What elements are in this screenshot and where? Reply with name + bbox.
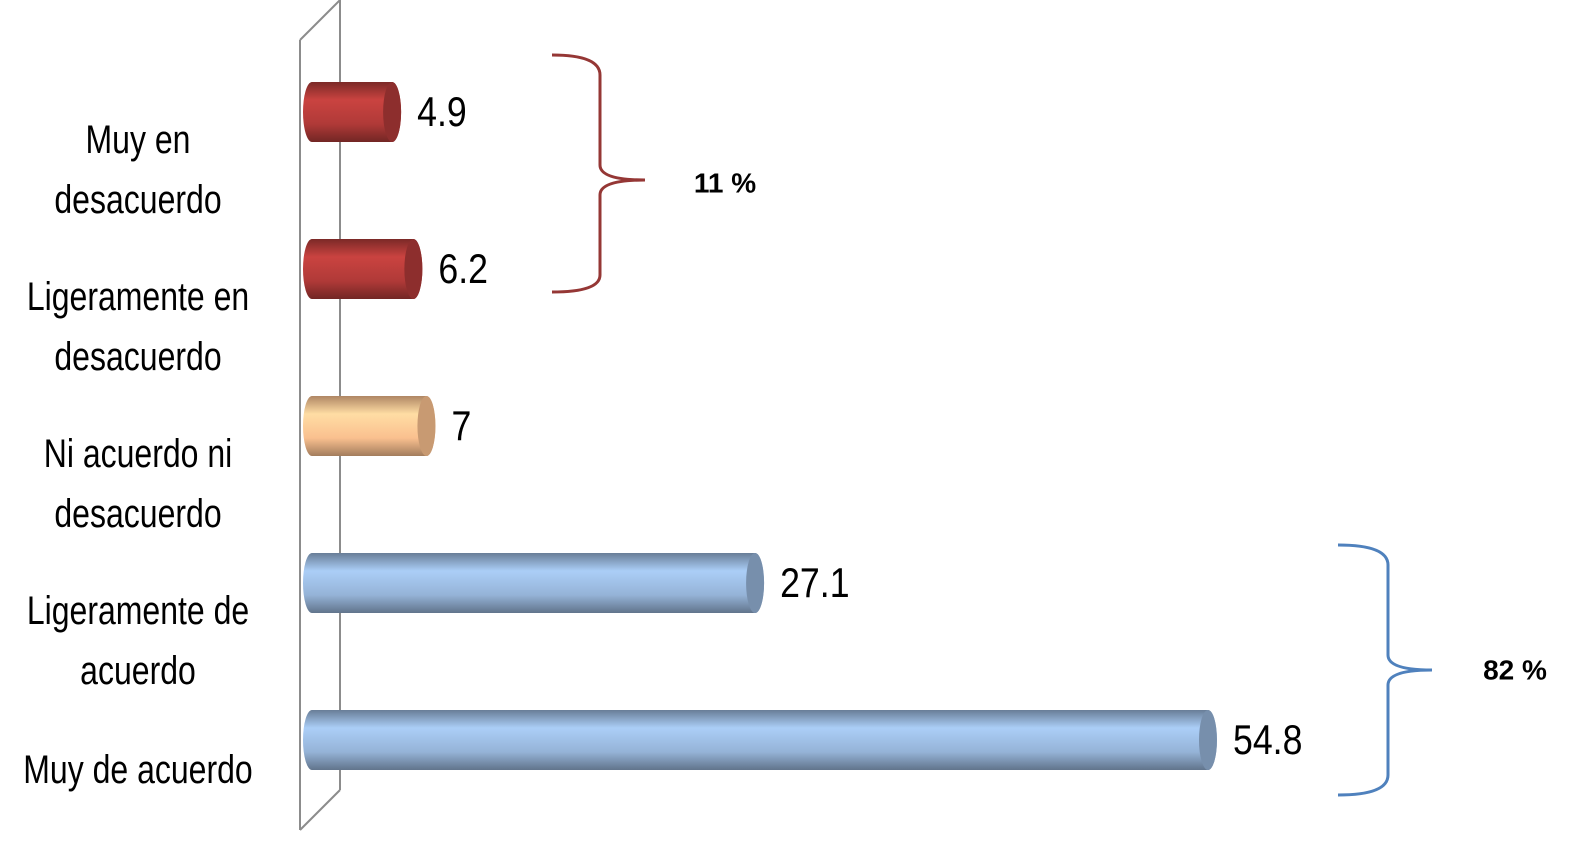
- bar-cap: [746, 553, 765, 613]
- bar-body: [303, 82, 402, 142]
- category-label: Muy de acuerdo: [23, 748, 253, 792]
- bar-cap: [417, 396, 436, 456]
- bar-cap: [383, 82, 402, 142]
- bar: [303, 396, 436, 456]
- category-label: Ligeramente en desacuerdo: [26, 275, 250, 379]
- data-label: 7: [451, 403, 471, 449]
- bar: [303, 239, 423, 299]
- bar-body: [303, 239, 423, 299]
- bar-body: [303, 553, 765, 613]
- annotation: 82 %: [1483, 654, 1547, 685]
- bracket-blue: [1337, 543, 1433, 797]
- data-label: 54.8: [1233, 717, 1302, 763]
- bar-body: [303, 396, 436, 456]
- bar-cap: [404, 239, 423, 299]
- annotation: 11 %: [694, 167, 756, 198]
- bracket-red: [551, 53, 646, 294]
- data-label: 27.1: [780, 560, 849, 606]
- bar: [303, 710, 1217, 770]
- data-label: 4.9: [417, 89, 467, 135]
- data-label: 6.2: [438, 246, 488, 292]
- category-label: Ligeramente de acuerdo: [26, 589, 250, 693]
- bar-cap: [1198, 710, 1217, 770]
- category-label: Ni acuerdo ni desacuerdo: [43, 432, 233, 536]
- category-label: Muy en desacuerdo: [54, 118, 222, 222]
- bar-body: [303, 710, 1217, 770]
- bar: [303, 553, 765, 613]
- bar: [303, 82, 402, 142]
